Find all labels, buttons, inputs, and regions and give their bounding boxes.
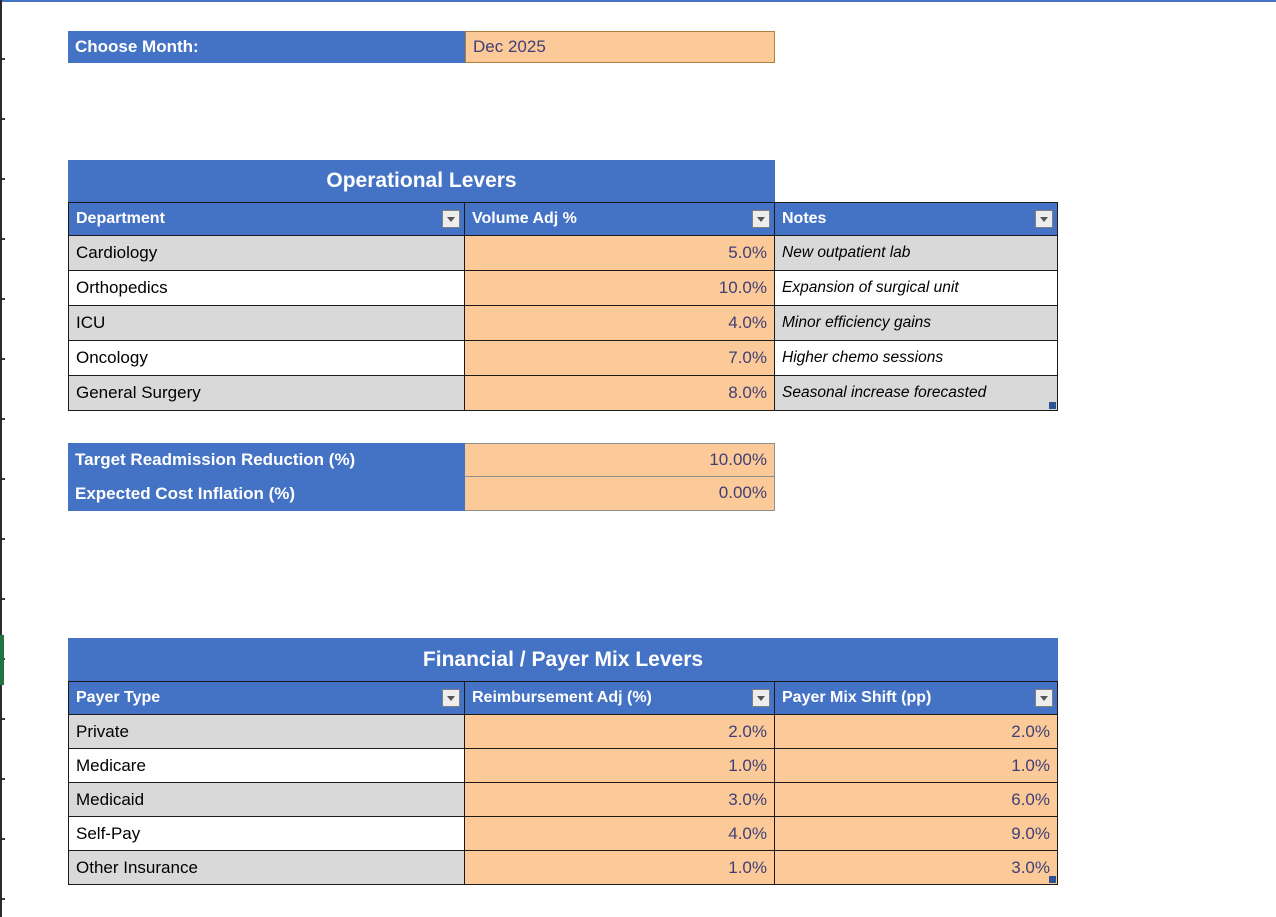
month-selector-value-cell[interactable]: Dec 2025 — [465, 31, 775, 63]
table-resize-handle[interactable] — [1049, 402, 1056, 409]
header-payer-type: Payer Type — [68, 682, 465, 715]
table-row: Self-Pay 4.0% 9.0% — [68, 817, 1058, 851]
reimbursement-adj-cell[interactable]: 3.0% — [465, 783, 775, 817]
assumption-row: Target Readmission Reduction (%) 10.00% — [68, 443, 775, 477]
filter-dropdown-notes[interactable] — [1035, 210, 1053, 228]
chevron-down-icon — [757, 216, 765, 222]
month-selector-label: Choose Month: — [68, 31, 465, 63]
table-row: Cardiology 5.0% New outpatient lab — [68, 236, 1058, 271]
row-tick-marks — [0, 0, 5, 917]
notes-cell[interactable]: Minor efficiency gains — [775, 306, 1058, 341]
notes-cell[interactable]: Seasonal increase forecasted — [775, 376, 1058, 411]
sheet-scroll-marker — [0, 635, 4, 685]
chevron-down-icon — [1040, 216, 1048, 222]
operational-levers-table: Operational Levers Department Volume Adj… — [68, 160, 1058, 411]
filter-dropdown-payer-type[interactable] — [442, 689, 460, 707]
reimbursement-adj-cell[interactable]: 1.0% — [465, 749, 775, 783]
cost-inflation-value-cell[interactable]: 0.00% — [465, 477, 775, 511]
notes-cell[interactable]: Expansion of surgical unit — [775, 271, 1058, 306]
header-reimbursement-adj: Reimbursement Adj (%) — [465, 682, 775, 715]
table-row: Oncology 7.0% Higher chemo sessions — [68, 341, 1058, 376]
readmission-reduction-label: Target Readmission Reduction (%) — [68, 443, 465, 477]
financial-payer-mix-title: Financial / Payer Mix Levers — [68, 638, 1058, 681]
payer-mix-shift-cell[interactable]: 1.0% — [775, 749, 1058, 783]
payer-type-cell[interactable]: Self-Pay — [68, 817, 465, 851]
table-row: Private 2.0% 2.0% — [68, 715, 1058, 749]
table-row: General Surgery 8.0% Seasonal increase f… — [68, 376, 1058, 411]
payer-type-cell[interactable]: Medicare — [68, 749, 465, 783]
payer-type-cell[interactable]: Medicaid — [68, 783, 465, 817]
operational-levers-title: Operational Levers — [68, 160, 775, 202]
notes-cell[interactable]: Higher chemo sessions — [775, 341, 1058, 376]
payer-type-cell[interactable]: Other Insurance — [68, 851, 465, 885]
filter-dropdown-department[interactable] — [442, 210, 460, 228]
table-row: Medicare 1.0% 1.0% — [68, 749, 1058, 783]
operational-header-row: Department Volume Adj % Notes — [68, 202, 1058, 236]
header-department: Department — [68, 203, 465, 236]
volume-adj-cell[interactable]: 7.0% — [465, 341, 775, 376]
department-cell[interactable]: Orthopedics — [68, 271, 465, 306]
assumptions-block: Target Readmission Reduction (%) 10.00% … — [68, 443, 775, 511]
month-selector: Choose Month: Dec 2025 — [68, 31, 775, 63]
department-cell[interactable]: Cardiology — [68, 236, 465, 271]
table-row: Orthopedics 10.0% Expansion of surgical … — [68, 271, 1058, 306]
table-row: Other Insurance 1.0% 3.0% — [68, 851, 1058, 885]
chevron-down-icon — [1040, 695, 1048, 701]
filter-dropdown-reimbursement-adj[interactable] — [752, 689, 770, 707]
financial-payer-mix-table: Financial / Payer Mix Levers Payer Type … — [68, 638, 1058, 885]
payer-mix-shift-cell[interactable]: 9.0% — [775, 817, 1058, 851]
financial-header-row: Payer Type Reimbursement Adj (%) Payer M… — [68, 681, 1058, 715]
notes-cell[interactable]: New outpatient lab — [775, 236, 1058, 271]
window-left-border — [0, 0, 2, 917]
filter-dropdown-payer-mix-shift[interactable] — [1035, 689, 1053, 707]
reimbursement-adj-cell[interactable]: 4.0% — [465, 817, 775, 851]
department-cell[interactable]: General Surgery — [68, 376, 465, 411]
chevron-down-icon — [757, 695, 765, 701]
header-notes: Notes — [775, 203, 1058, 236]
header-volume-adj: Volume Adj % — [465, 203, 775, 236]
payer-mix-shift-cell[interactable]: 3.0% — [775, 851, 1058, 885]
reimbursement-adj-cell[interactable]: 1.0% — [465, 851, 775, 885]
header-payer-mix-shift: Payer Mix Shift (pp) — [775, 682, 1058, 715]
payer-mix-shift-cell[interactable]: 6.0% — [775, 783, 1058, 817]
department-cell[interactable]: ICU — [68, 306, 465, 341]
table-row: ICU 4.0% Minor efficiency gains — [68, 306, 1058, 341]
volume-adj-cell[interactable]: 8.0% — [465, 376, 775, 411]
table-row: Medicaid 3.0% 6.0% — [68, 783, 1058, 817]
filter-dropdown-volume-adj[interactable] — [752, 210, 770, 228]
chevron-down-icon — [447, 695, 455, 701]
volume-adj-cell[interactable]: 4.0% — [465, 306, 775, 341]
payer-type-cell[interactable]: Private — [68, 715, 465, 749]
window-top-border — [0, 0, 1276, 2]
volume-adj-cell[interactable]: 5.0% — [465, 236, 775, 271]
readmission-reduction-value-cell[interactable]: 10.00% — [465, 443, 775, 477]
payer-mix-shift-cell[interactable]: 2.0% — [775, 715, 1058, 749]
department-cell[interactable]: Oncology — [68, 341, 465, 376]
table-resize-handle[interactable] — [1049, 876, 1056, 883]
reimbursement-adj-cell[interactable]: 2.0% — [465, 715, 775, 749]
cost-inflation-label: Expected Cost Inflation (%) — [68, 477, 465, 511]
chevron-down-icon — [447, 216, 455, 222]
volume-adj-cell[interactable]: 10.0% — [465, 271, 775, 306]
assumption-row: Expected Cost Inflation (%) 0.00% — [68, 477, 775, 511]
